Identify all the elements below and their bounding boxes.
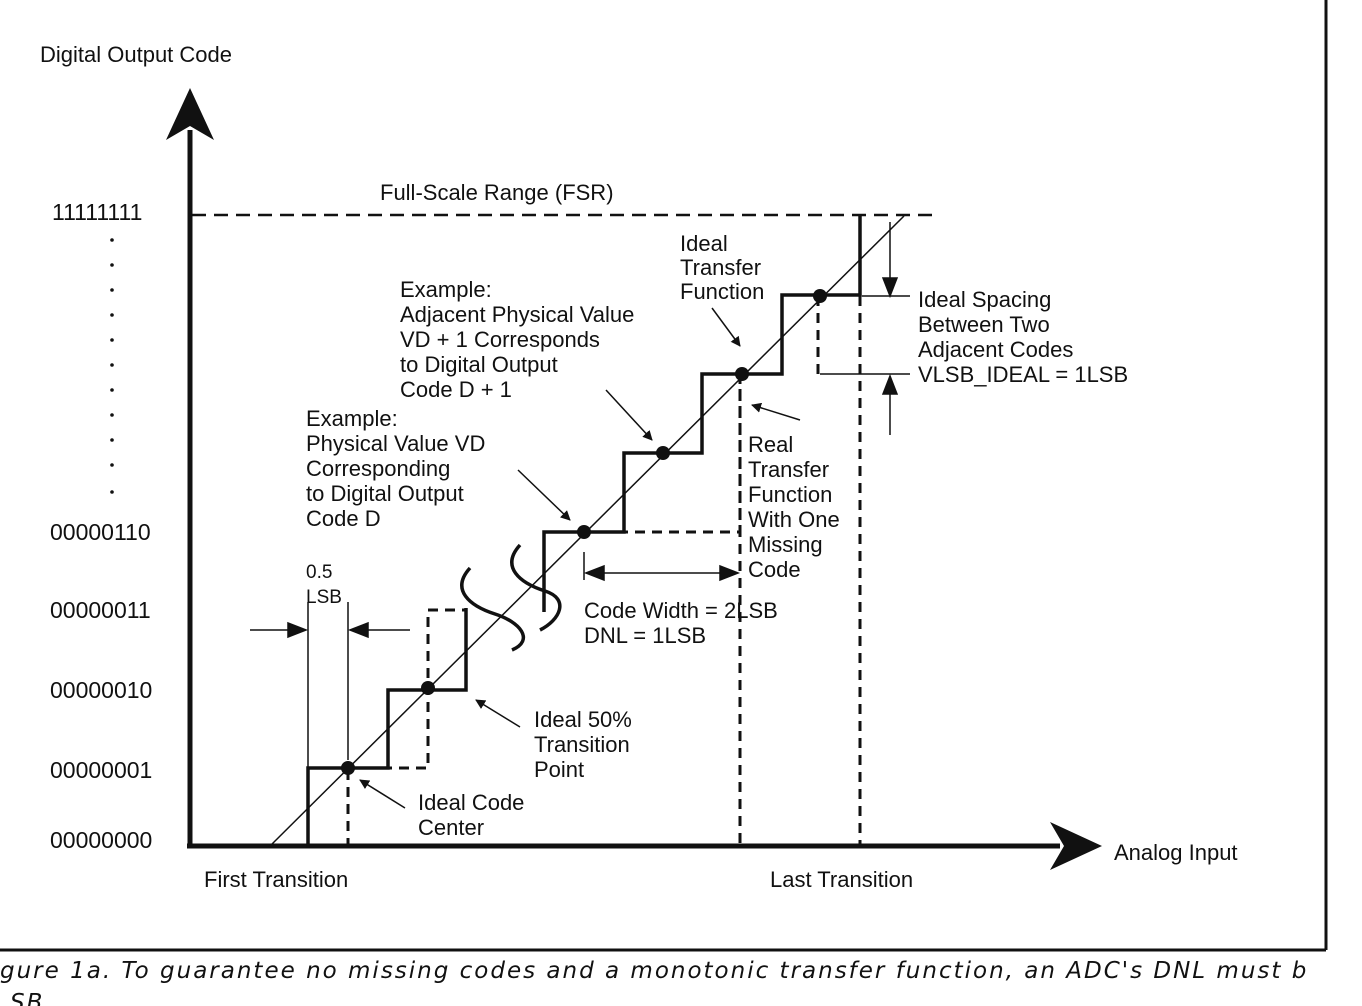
- code-center-point: [656, 446, 670, 460]
- code-center-point: [813, 289, 827, 303]
- y-code-label: 00000010: [50, 677, 152, 703]
- svg-text:Transfer: Transfer: [748, 457, 829, 482]
- code-width-dimension: [583, 552, 741, 582]
- svg-text:Adjacent Physical Value: Adjacent Physical Value: [400, 302, 634, 327]
- svg-text:Ideal Spacing: Ideal Spacing: [918, 287, 1051, 312]
- ideal-spacing-label: Ideal Spacing Between Two Adjacent Codes…: [918, 287, 1128, 387]
- code-center-point: [421, 681, 435, 695]
- svg-text:Missing: Missing: [748, 532, 823, 557]
- svg-text:Adjacent Codes: Adjacent Codes: [918, 337, 1073, 362]
- code-ellipsis-dots: [110, 238, 114, 494]
- svg-text:Ideal 50%: Ideal 50%: [534, 707, 632, 732]
- svg-text:VLSB_IDEAL = 1LSB: VLSB_IDEAL = 1LSB: [918, 362, 1128, 387]
- fsr-label: Full-Scale Range (FSR): [380, 180, 614, 205]
- svg-text:With One: With One: [748, 507, 840, 532]
- svg-text:Transfer: Transfer: [680, 255, 761, 280]
- svg-text:Ideal: Ideal: [680, 231, 728, 256]
- code-center-point: [341, 761, 355, 775]
- break-symbol: [460, 543, 562, 652]
- svg-text:0.5: 0.5: [306, 562, 332, 583]
- half-lsb-dimension: [250, 602, 410, 768]
- svg-text:Function: Function: [680, 279, 764, 304]
- ideal-50-label: Ideal 50% Transition Point: [534, 707, 632, 782]
- svg-text:to Digital Output: to Digital Output: [400, 352, 558, 377]
- svg-text:Ideal Code: Ideal Code: [418, 790, 524, 815]
- svg-text:Code D + 1: Code D + 1: [400, 377, 512, 402]
- y-code-label: 00000110: [50, 519, 151, 545]
- real-staircase-lower: [306, 608, 468, 848]
- svg-text:DNL = 1LSB: DNL = 1LSB: [584, 623, 706, 648]
- y-code-label: 11111111: [52, 199, 142, 225]
- svg-text:Center: Center: [418, 815, 484, 840]
- svg-text:Example:: Example:: [400, 277, 492, 302]
- code-center-point: [577, 525, 591, 539]
- ideal-spacing-dimension: [820, 222, 910, 435]
- figure-caption-line-1: gure 1a. To guarantee no missing codes a…: [0, 958, 1308, 984]
- svg-text:Physical Value VD: Physical Value VD: [306, 431, 485, 456]
- svg-text:Function: Function: [748, 482, 832, 507]
- svg-text:LSB: LSB: [306, 587, 342, 608]
- svg-text:Real: Real: [748, 432, 793, 457]
- ideal-transfer-label: Ideal Transfer Function: [680, 231, 764, 304]
- x-axis-arrowhead: [1050, 822, 1102, 870]
- svg-text:Transition: Transition: [534, 732, 630, 757]
- svg-text:VD + 1 Corresponds: VD + 1 Corresponds: [400, 327, 600, 352]
- ideal-center-label: Ideal Code Center: [418, 790, 524, 840]
- svg-text:Code D: Code D: [306, 506, 381, 531]
- svg-text:Corresponding: Corresponding: [306, 456, 450, 481]
- y-axis-arrowhead: [166, 88, 214, 140]
- svg-text:Example:: Example:: [306, 406, 398, 431]
- example-vd-label: Example: Physical Value VD Corresponding…: [306, 406, 485, 531]
- example-adjacent-label: Example: Adjacent Physical Value VD + 1 …: [400, 277, 634, 402]
- half-lsb-label: 0.5 LSB: [306, 562, 342, 608]
- y-axis-title: Digital Output Code: [40, 42, 232, 67]
- svg-text:Code: Code: [748, 557, 801, 582]
- y-code-label: 00000000: [50, 827, 152, 853]
- real-transfer-label: Real Transfer Function With One Missing …: [748, 432, 840, 582]
- x-axis-title: Analog Input: [1114, 840, 1238, 865]
- first-transition-label: First Transition: [204, 867, 348, 892]
- code-center-point: [735, 367, 749, 381]
- annotation-pointer-arrows: [359, 307, 801, 809]
- code-width-label: Code Width = 2LSB DNL = 1LSB: [584, 598, 778, 648]
- last-transition-label: Last Transition: [770, 867, 913, 892]
- ideal-staircase-dashed: [346, 296, 862, 848]
- y-code-label: 00000011: [50, 597, 151, 623]
- svg-text:Between Two: Between Two: [918, 312, 1050, 337]
- svg-text:Point: Point: [534, 757, 584, 782]
- figure-caption-line-2: SB: [10, 990, 44, 1006]
- code-center-points: [341, 289, 827, 775]
- svg-text:Code Width = 2LSB: Code Width = 2LSB: [584, 598, 778, 623]
- svg-text:to Digital Output: to Digital Output: [306, 481, 464, 506]
- y-code-label: 00000001: [50, 757, 152, 783]
